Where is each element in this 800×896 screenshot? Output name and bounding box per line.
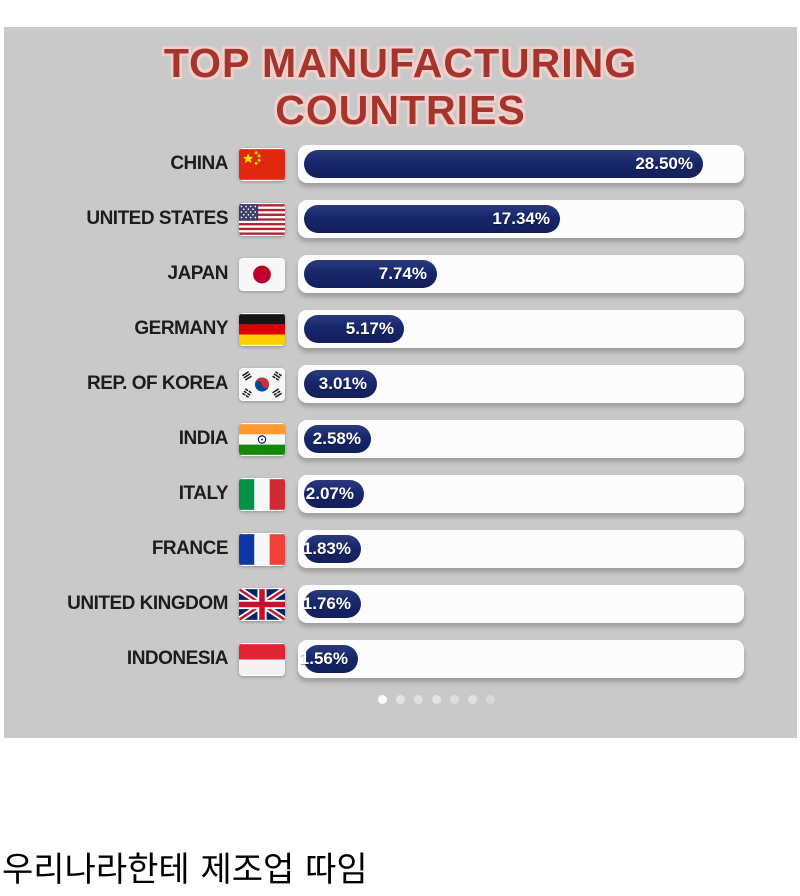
bar-fill: 28.50% [304, 150, 703, 178]
bar-fill: 1.56% [300, 645, 358, 673]
country-label: REP. OF KOREA [87, 373, 228, 394]
bar-fill: 2.07% [304, 480, 364, 508]
bar-track: 2.07% [298, 475, 744, 513]
bar-value-label: 5.17% [345, 319, 394, 338]
country-label: GERMANY [134, 318, 228, 339]
country-label: ITALY [178, 483, 229, 504]
bar-value-label: 1.56% [299, 649, 348, 668]
bar-row: FRANCE 1.83% [4, 530, 797, 568]
bar-track: 2.58% [298, 420, 744, 458]
bar-fill: 1.76% [302, 590, 361, 618]
bar-track: 28.50% [298, 145, 744, 183]
country-label: INDIA [178, 428, 229, 449]
chart-title-line1: TOP MANUFACTURING [163, 40, 638, 86]
bar-row: JAPAN 7.74% [4, 255, 797, 293]
united-kingdom-flag-icon [239, 587, 285, 621]
bar-track: 1.83% [298, 530, 744, 568]
bar-track: 1.56% [298, 640, 744, 678]
carousel-dot [396, 695, 405, 704]
bar-row: UNITED KINGDOM 1.76% [4, 585, 797, 623]
chart-title-line2: COUNTRIES [275, 87, 526, 133]
bar-row: REP. OF KOREA 3.01% [4, 365, 797, 403]
bar-row: INDIA 2.58% [4, 420, 797, 458]
bar-row: UNITED STATES 17.34% [4, 200, 797, 238]
bar-chart-rows: CHINA 28.50% UNITED STATES 17.34% JAPAN 7.74%… [4, 145, 797, 678]
bar-row: GERMANY 5.17% [4, 310, 797, 348]
chart-title: TOP MANUFACTURING COUNTRIES [4, 40, 797, 134]
south-korea-flag-icon [239, 367, 285, 401]
bar-row: ITALY 2.07% [4, 475, 797, 513]
bar-track: 1.76% [298, 585, 744, 623]
bar-value-label: 28.50% [635, 154, 693, 173]
country-label: CHINA [170, 153, 228, 174]
bar-fill: 5.17% [304, 315, 404, 343]
bar-track: 17.34% [298, 200, 744, 238]
united-states-flag-icon [239, 202, 285, 236]
country-label: UNITED STATES [86, 208, 228, 229]
india-flag-icon [239, 422, 285, 456]
carousel-dot [486, 695, 495, 704]
carousel-dot [414, 695, 423, 704]
bar-value-label: 1.83% [302, 539, 351, 558]
france-flag-icon [239, 532, 285, 566]
bar-fill: 1.83% [302, 535, 361, 563]
carousel-dot [450, 695, 459, 704]
bar-value-label: 17.34% [492, 209, 550, 228]
country-label: INDONESIA [126, 648, 229, 669]
china-flag-icon [239, 147, 285, 181]
bar-value-label: 2.07% [305, 484, 354, 503]
country-label: UNITED KINGDOM [67, 593, 228, 614]
bar-track: 7.74% [298, 255, 744, 293]
bar-value-label: 1.76% [302, 594, 351, 613]
country-label: JAPAN [167, 263, 229, 284]
italy-flag-icon [239, 477, 285, 511]
carousel-dots [378, 695, 495, 704]
bar-fill: 2.58% [304, 425, 371, 453]
bar-row: CHINA 28.50% [4, 145, 797, 183]
indonesia-flag-icon [239, 642, 285, 676]
carousel-dot [432, 695, 441, 704]
carousel-dot-active [378, 695, 387, 704]
bar-track: 3.01% [298, 365, 744, 403]
infographic-panel: TOP MANUFACTURING COUNTRIES CHINA 28.50% U… [4, 27, 797, 738]
bar-row: INDONESIA 1.56% [4, 640, 797, 678]
germany-flag-icon [239, 312, 285, 346]
bar-value-label: 2.58% [312, 429, 361, 448]
korean-caption: 우리나라한테 제조업 따임 [2, 850, 368, 890]
bar-value-label: 3.01% [318, 374, 367, 393]
country-label: FRANCE [151, 538, 229, 559]
bar-fill: 17.34% [304, 205, 560, 233]
japan-flag-icon [239, 257, 285, 291]
carousel-dot [468, 695, 477, 704]
bar-track: 5.17% [298, 310, 744, 348]
bar-value-label: 7.74% [378, 264, 427, 283]
bar-fill: 7.74% [304, 260, 437, 288]
bar-fill: 3.01% [304, 370, 377, 398]
